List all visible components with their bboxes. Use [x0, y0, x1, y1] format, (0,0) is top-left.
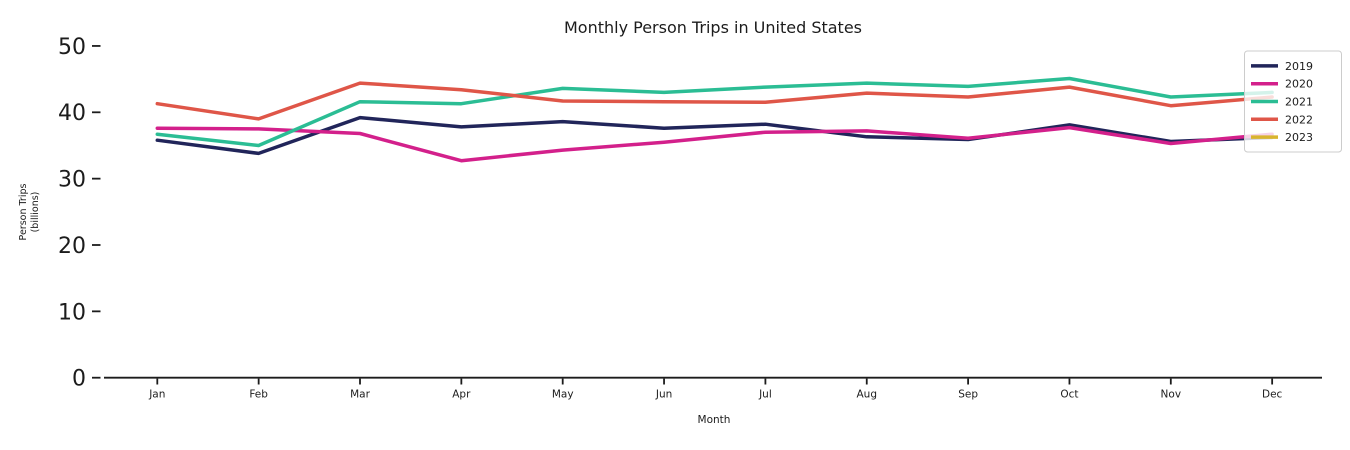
series-line-2022 [155, 81, 1274, 121]
y-tick-label: 30 [58, 168, 86, 193]
x-tick-label: Aug [856, 389, 877, 401]
data-series-layer [155, 76, 1274, 163]
legend: 2019 2020 2021 2022 2023 [1244, 50, 1342, 153]
x-axis-label: Month [698, 414, 731, 426]
legend-label-2022: 2022 [1285, 113, 1313, 126]
legend-label-2019: 2019 [1285, 60, 1313, 73]
legend-label-2023: 2023 [1285, 131, 1313, 144]
series-line-2019 [155, 115, 1274, 156]
x-tick-label: Mar [350, 389, 370, 401]
x-tick-label: May [552, 389, 574, 401]
x-tick-label: Feb [249, 389, 268, 401]
y-tick-label: 20 [58, 234, 86, 259]
series-line-2021 [155, 76, 1274, 148]
chart-title: Monthly Person Trips in United States [564, 18, 862, 37]
legend-label-2021: 2021 [1285, 95, 1313, 108]
x-tick-label: Nov [1161, 389, 1182, 401]
x-tick-label: Sep [958, 389, 978, 401]
y-axis-label-line-1: Person Trips [18, 184, 29, 241]
legend-box [1244, 50, 1342, 153]
x-tick-label: Jul [758, 389, 772, 401]
x-tick-label: Apr [452, 389, 471, 401]
axes-layer: 0 10 20 30 40 50 Jan Feb Mar Apr May Jun Jul Aug Sep Oc… [58, 35, 1322, 401]
x-tick-label: Jun [655, 389, 672, 401]
y-tick-label: 40 [58, 101, 86, 126]
y-tick-label: 10 [58, 300, 86, 325]
legend-label-2020: 2020 [1285, 78, 1313, 91]
y-tick-label: 50 [58, 35, 86, 60]
x-tick-label: Dec [1262, 389, 1283, 401]
x-tick-label: Oct [1060, 389, 1078, 401]
y-tick-label: 0 [72, 367, 86, 392]
series-line-2020 [155, 125, 1274, 163]
y-axis-label-line-2: (billions) [30, 192, 41, 233]
x-tick-label: Jan [148, 389, 165, 401]
